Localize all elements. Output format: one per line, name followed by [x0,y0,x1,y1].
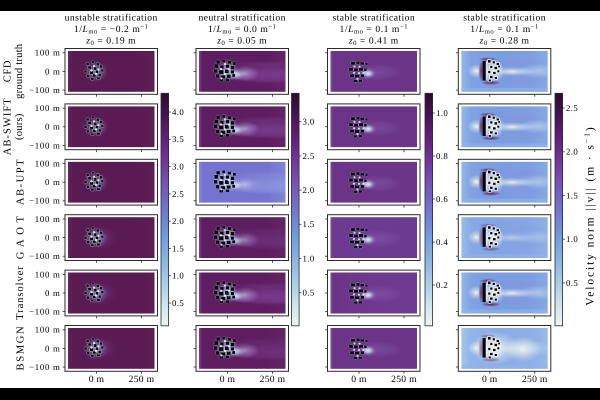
svg-text:AB-SWIFT: AB-SWIFT [2,97,13,155]
svg-text:0 m: 0 m [45,66,61,76]
svg-text:1/Lmo = 0.0 m−1: 1/Lmo = 0.0 m−1 [208,24,277,36]
svg-text:0 m: 0 m [45,343,61,353]
svg-text:1.0: 1.0 [172,271,184,281]
svg-text:−100 m: −100 m [29,85,60,95]
svg-text:100 m: 100 m [35,159,61,169]
svg-text:100 m: 100 m [35,325,61,335]
svg-text:250 m: 250 m [522,374,548,385]
svg-text:3.0: 3.0 [303,117,315,127]
svg-text:0.8: 0.8 [436,151,448,161]
svg-text:0 m: 0 m [220,374,236,385]
svg-text:250 m: 250 m [391,374,417,385]
svg-text:2.5: 2.5 [172,189,184,199]
svg-text:−100 m: −100 m [29,251,60,261]
svg-text:0.2: 0.2 [436,280,448,290]
svg-text:−100 m: −100 m [29,362,60,372]
svg-text:BSMGN: BSMGN [15,325,26,371]
svg-text:250 m: 250 m [260,374,286,385]
svg-text:2.0: 2.0 [566,147,578,157]
svg-text:unstable stratification: unstable stratification [65,13,158,24]
svg-text:0 m: 0 m [351,374,367,385]
svg-text:0 m: 0 m [45,177,61,187]
svg-text:1.5: 1.5 [566,190,578,200]
svg-text:CFD: CFD [2,60,13,82]
svg-text:0.5: 0.5 [566,278,578,288]
svg-text:0 m: 0 m [45,288,61,298]
svg-text:z0 = 0.28 m: z0 = 0.28 m [479,36,530,48]
svg-text:3.0: 3.0 [172,162,184,172]
svg-text:−100 m: −100 m [29,140,60,150]
svg-text:100 m: 100 m [35,214,61,224]
svg-text:(ours): (ours) [14,113,25,140]
svg-text:2.5: 2.5 [566,103,578,113]
svg-text:stable stratification: stable stratification [332,13,415,24]
svg-text:0 m: 0 m [45,233,61,243]
svg-text:neutral stratification: neutral stratification [198,13,285,24]
svg-text:0 m: 0 m [89,374,105,385]
svg-text:AB-UPT: AB-UPT [15,158,26,205]
svg-text:100 m: 100 m [35,48,61,58]
svg-text:2.5: 2.5 [303,151,315,161]
svg-text:0.5: 0.5 [172,298,184,308]
svg-text:100 m: 100 m [35,103,61,113]
svg-text:−100 m: −100 m [29,196,60,206]
svg-text:100 m: 100 m [35,269,61,279]
svg-text:3.5: 3.5 [172,134,184,144]
svg-text:1.0: 1.0 [303,253,315,263]
svg-text:GAOT: GAOT [15,211,26,259]
svg-text:z0 = 0.41 m: z0 = 0.41 m [348,36,399,48]
svg-text:250 m: 250 m [129,374,155,385]
svg-text:1/Lmo = 0.1 m−1: 1/Lmo = 0.1 m−1 [340,24,409,36]
svg-text:0 m: 0 m [45,122,61,132]
svg-text:1.0: 1.0 [436,108,448,118]
svg-text:1.0: 1.0 [566,234,578,244]
svg-text:0.4: 0.4 [436,237,448,247]
svg-text:1/Lmo = 0.1 m−1: 1/Lmo = 0.1 m−1 [470,24,539,36]
svg-text:1.5: 1.5 [303,219,315,229]
svg-text:2.0: 2.0 [172,216,184,226]
svg-text:−100 m: −100 m [29,307,60,317]
svg-text:stable stratification: stable stratification [463,13,546,24]
svg-text:1/Lmo = −0.2 m−1: 1/Lmo = −0.2 m−1 [74,24,149,36]
svg-text:0.6: 0.6 [436,194,448,204]
svg-text:z0 = 0.19 m: z0 = 0.19 m [85,36,136,48]
svg-text:2.0: 2.0 [303,185,315,195]
svg-text:0.5: 0.5 [303,288,315,298]
svg-text:0 m: 0 m [482,374,498,385]
svg-text:ground truth: ground truth [14,43,25,99]
svg-text:Velocity norm ||v|| (m · s−1): Velocity norm ||v|| (m · s−1) [583,125,597,305]
svg-text:Transolver: Transolver [15,265,26,320]
svg-text:1.5: 1.5 [172,243,184,253]
svg-text:z0 = 0.05 m: z0 = 0.05 m [216,36,267,48]
svg-text:4.0: 4.0 [172,107,184,117]
